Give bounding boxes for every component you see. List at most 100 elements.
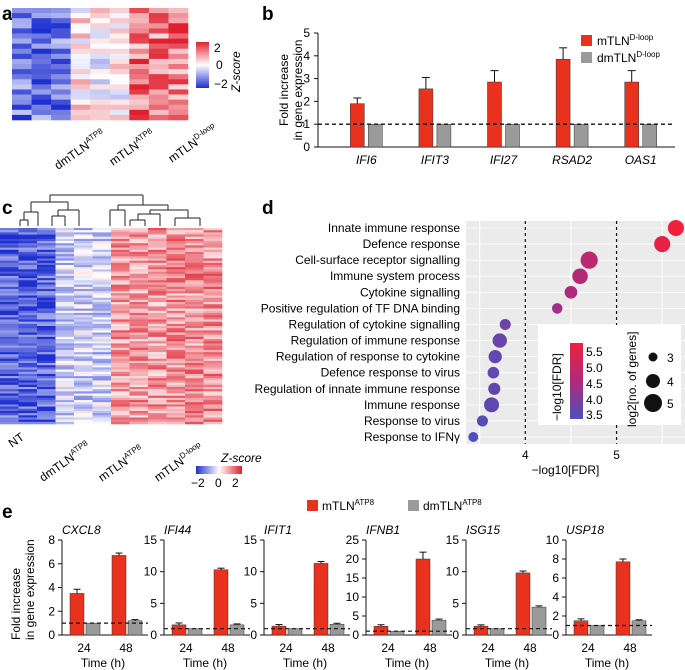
heatmap-c-cell xyxy=(37,284,56,288)
chart-d-term-label: Response to virus xyxy=(364,414,460,428)
heatmap-c-cell xyxy=(185,349,204,353)
heatmap-c-cell xyxy=(148,363,167,366)
legend-d-size-tick-3: 3 xyxy=(667,351,674,365)
heatmap-c-cell xyxy=(129,315,149,318)
heatmap-c-cell xyxy=(203,265,223,268)
chart-b-ytick-label: 1 xyxy=(303,117,310,131)
heatmap-c-cell xyxy=(18,251,38,255)
chart-b-category-label: IFI6 xyxy=(356,153,377,167)
heatmap-a-cell xyxy=(109,58,130,65)
heatmap-c-cell xyxy=(185,323,204,327)
heatmap-c-cell xyxy=(148,317,167,320)
heatmap-c-cell xyxy=(37,367,56,370)
heatmap-c-cell xyxy=(148,286,167,290)
chart-e-xtick-label: 48 xyxy=(119,641,133,655)
heatmap-c-cell xyxy=(55,421,75,425)
heatmap-c-cell xyxy=(166,238,186,242)
heatmap-c-cell xyxy=(18,278,38,281)
heatmap-c-cell xyxy=(129,286,149,290)
heatmap-c-cell xyxy=(111,402,130,405)
heatmap-a-cell xyxy=(12,69,32,75)
heatmap-c-cell xyxy=(55,299,75,303)
chart-d-term-label: Immune system process xyxy=(330,269,460,283)
heatmap-a-cell xyxy=(168,104,189,111)
heatmap-c-cell xyxy=(185,284,204,288)
heatmap-c-cell xyxy=(129,386,149,390)
heatmap-c-cell xyxy=(74,315,93,318)
heatmap-c-cell xyxy=(0,354,19,357)
heatmap-c-cell xyxy=(37,365,56,368)
heatmap-c-cell xyxy=(18,330,38,333)
heatmap-c-cell xyxy=(0,251,19,255)
chart-d-term-label: Innate immune response xyxy=(328,221,460,235)
heatmap-c-cell xyxy=(185,419,204,423)
heatmap-c-cell xyxy=(129,341,149,344)
heatmap-a-cell xyxy=(51,28,71,34)
heatmap-c-cell xyxy=(55,382,75,386)
heatmap-a-cell xyxy=(109,23,130,29)
heatmap-c-cell xyxy=(55,273,75,277)
heatmap-c-cell xyxy=(148,310,167,314)
heatmap-c-cell xyxy=(166,299,186,303)
heatmap-c-cell xyxy=(92,249,112,253)
heatmap-c-cell xyxy=(129,295,149,298)
heatmap-a-cell xyxy=(148,28,169,34)
heatmap-c-cell xyxy=(166,302,186,305)
heatmap-c-cell xyxy=(0,271,19,275)
heatmap-c-cell xyxy=(55,265,75,268)
heatmap-c-cell xyxy=(129,347,149,351)
heatmap-c-cell xyxy=(148,306,167,309)
heatmap-a-cell xyxy=(12,74,32,80)
heatmap-c-cell xyxy=(166,384,186,388)
heatmap-c-cell xyxy=(111,258,130,261)
heatmap-c-cell xyxy=(111,312,130,316)
heatmap-c-cell xyxy=(129,288,149,292)
heatmap-a-cell xyxy=(90,94,111,100)
chart-e-ylabel-line2: in gene expression xyxy=(23,539,37,640)
heatmap-c-cell xyxy=(166,273,186,277)
heatmap-c-cell xyxy=(18,286,38,290)
heatmap-c-cell xyxy=(203,236,223,240)
heatmap-c-cell xyxy=(166,288,186,292)
heatmap-c-cell xyxy=(203,417,223,420)
heatmap-c-cell xyxy=(148,230,167,233)
heatmap-c-cell xyxy=(203,308,223,312)
heatmap-c-cell xyxy=(166,408,186,412)
heatmap-c-cell xyxy=(18,354,38,357)
heatmap-c-cell xyxy=(111,228,130,231)
heatmap-c-cell xyxy=(74,421,93,425)
heatmap-c-cell xyxy=(148,378,167,381)
heatmap-c-cell xyxy=(74,345,93,349)
heatmap-c-cell xyxy=(74,241,93,244)
heatmap-a-cell xyxy=(168,28,189,34)
heatmap-c-cell xyxy=(18,371,38,375)
heatmap-c-cell xyxy=(74,312,93,316)
heatmap-c-cell xyxy=(129,356,149,359)
heatmap-c-cell xyxy=(55,310,75,314)
legend-d-color-title: −log10[FDR] xyxy=(550,353,564,421)
heatmap-c-cell xyxy=(129,319,149,322)
heatmap-c-cell xyxy=(129,247,149,251)
heatmap-c-cell xyxy=(203,278,223,281)
heatmap-c-cell xyxy=(129,243,149,246)
heatmap-c-cell xyxy=(74,406,93,410)
heatmap-c-cell xyxy=(185,297,204,301)
heatmap-c-cell xyxy=(0,332,19,336)
heatmap-c-cell xyxy=(166,336,186,340)
chart-e-ytick-label: 0 xyxy=(250,628,257,642)
heatmap-c-cell xyxy=(0,315,19,318)
heatmap-c-cell xyxy=(37,415,56,418)
heatmap-c-cell xyxy=(111,386,130,390)
heatmap-c-cell xyxy=(203,262,223,266)
heatmap-a-cell xyxy=(51,23,71,29)
heatmap-c-cell xyxy=(18,413,38,416)
heatmap-c-cell xyxy=(18,234,38,238)
heatmap-a-cell xyxy=(70,23,91,29)
heatmap-c-cell xyxy=(74,258,93,261)
legend-d: 5.5 5.0 4.5 4.0 3.5 −log10[FDR] log2[no.… xyxy=(538,325,681,427)
heatmap-c-cell xyxy=(74,302,93,305)
heatmap-c-cell xyxy=(203,391,223,394)
heatmap-c-cell xyxy=(111,269,130,272)
heatmap-c-cell xyxy=(185,238,204,242)
heatmap-a-cell xyxy=(109,18,130,24)
